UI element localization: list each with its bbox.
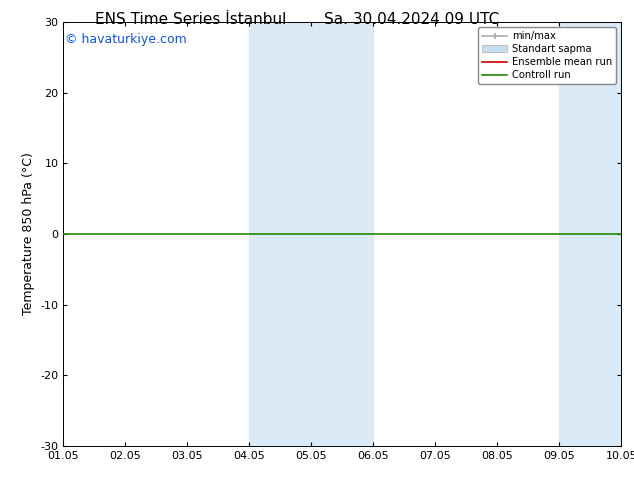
- Text: ENS Time Series İstanbul: ENS Time Series İstanbul: [94, 12, 286, 27]
- Bar: [311, 22, 373, 446]
- Bar: [559, 22, 621, 446]
- Text: © havaturkiye.com: © havaturkiye.com: [65, 33, 187, 46]
- Y-axis label: Temperature 850 hPa (°C): Temperature 850 hPa (°C): [22, 152, 35, 316]
- Text: Sa. 30.04.2024 09 UTC: Sa. 30.04.2024 09 UTC: [325, 12, 500, 27]
- Legend: min/max, Standart sapma, Ensemble mean run, Controll run: min/max, Standart sapma, Ensemble mean r…: [478, 27, 616, 84]
- Bar: [249, 22, 311, 446]
